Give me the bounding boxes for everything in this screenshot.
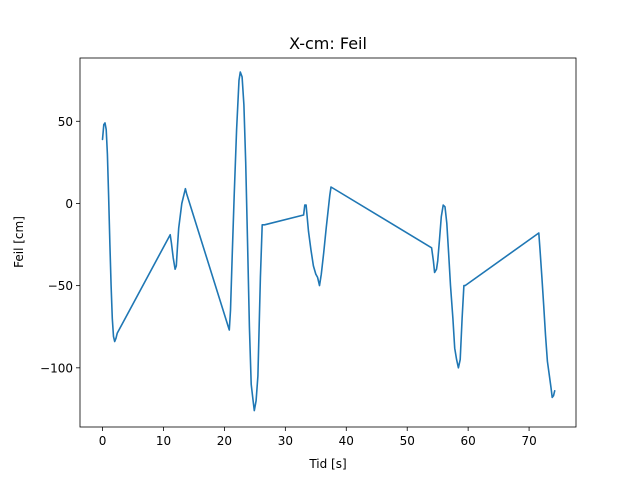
y-tick-label: 50 xyxy=(58,115,73,129)
x-tick-label: 60 xyxy=(461,434,476,448)
x-tick-label: 50 xyxy=(400,434,415,448)
y-tick-label: −50 xyxy=(48,279,73,293)
x-tick-label: 40 xyxy=(339,434,354,448)
x-tick-label: 30 xyxy=(278,434,293,448)
y-axis-ticks: 50 0 −50 −100 xyxy=(40,115,80,375)
plot-area xyxy=(79,57,577,428)
x-axis-ticks: 0 10 20 30 40 50 60 70 xyxy=(99,427,537,448)
x-tick-label: 10 xyxy=(156,434,171,448)
x-tick-label: 70 xyxy=(521,434,536,448)
x-tick-label: 20 xyxy=(217,434,232,448)
chart-title: X-cm: Feil xyxy=(289,34,367,53)
y-tick-label: 0 xyxy=(65,197,73,211)
y-axis-label: Feil [cm] xyxy=(12,216,26,268)
y-tick-label: −100 xyxy=(40,361,73,375)
series-layer xyxy=(101,71,556,412)
x-tick-label: 0 xyxy=(99,434,107,448)
series-line xyxy=(101,71,556,412)
x-axis-label: Tid [s] xyxy=(308,457,346,471)
